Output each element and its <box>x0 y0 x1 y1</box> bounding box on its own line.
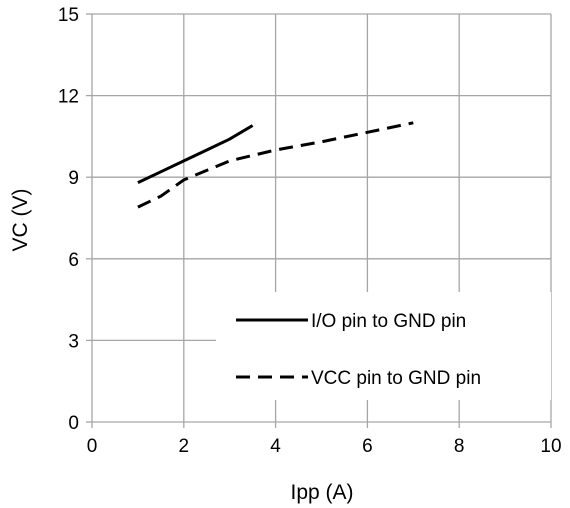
series-line-1 <box>137 124 254 184</box>
y-tick-label: 0 <box>68 413 79 434</box>
axes: 0 2 4 6 8 10 0 3 6 9 12 15 <box>58 5 562 457</box>
legend-box <box>216 292 551 400</box>
x-tick-label: 8 <box>454 436 465 457</box>
legend-label-2: VCC pin to GND pin <box>311 368 481 389</box>
series-group <box>137 121 414 209</box>
y-tick-label: 6 <box>68 250 79 271</box>
x-tick-label: 6 <box>362 436 373 457</box>
x-tick-label: 10 <box>540 436 561 457</box>
y-tick-label: 12 <box>58 87 79 108</box>
y-tick-label: 9 <box>68 168 79 189</box>
gridlines <box>86 13 552 428</box>
x-axis-title: Ipp (A) <box>290 481 353 504</box>
y-tick-label: 3 <box>68 331 79 352</box>
legend-label-1: I/O pin to GND pin <box>311 311 466 332</box>
x-tick-label: 2 <box>179 436 190 457</box>
legend: I/O pin to GND pin VCC pin to GND pin <box>216 292 551 400</box>
x-tick-label: 4 <box>270 436 281 457</box>
x-tick-label: 0 <box>87 436 98 457</box>
y-axis-title: VC (V) <box>9 189 32 252</box>
series-line-2 <box>137 121 414 209</box>
y-tick-label: 15 <box>58 5 79 26</box>
